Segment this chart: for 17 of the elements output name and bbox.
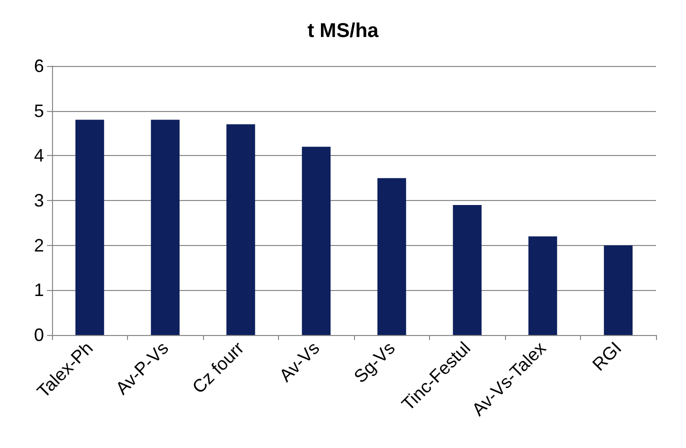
bar [452,204,482,335]
y-tick-label: 0 [34,325,44,345]
y-tick-label: 6 [34,56,44,76]
chart-title: t MS/ha [307,20,380,42]
y-tick-label: 5 [34,100,44,121]
y-tick-label: 2 [34,235,44,256]
bar [604,245,633,335]
x-tick-label: RGI [588,338,626,375]
y-tick-label: 1 [34,280,44,300]
y-tick-label: 3 [34,190,44,210]
bar [226,124,256,335]
bar [150,120,180,335]
bar [75,120,104,335]
bar [377,178,406,335]
bar [302,146,331,335]
bar [528,236,558,335]
y-tick-label: 4 [34,146,44,166]
